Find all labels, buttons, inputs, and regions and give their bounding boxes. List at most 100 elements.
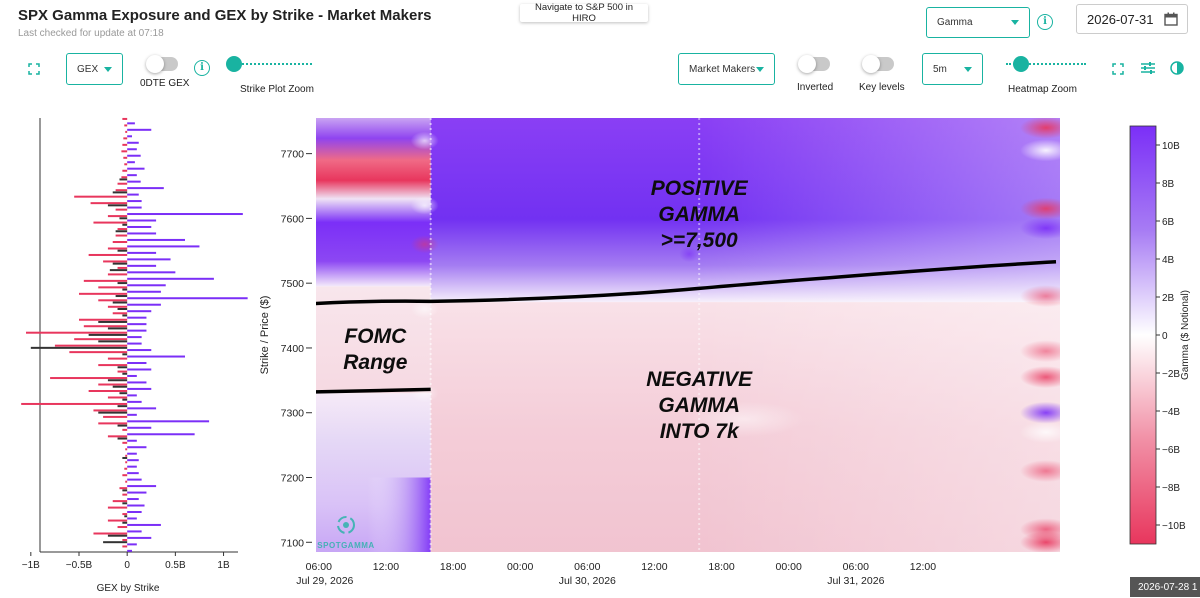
gex-bar [122, 288, 128, 291]
gex-bar [117, 228, 128, 231]
gex-bar [127, 472, 139, 475]
info-icon[interactable]: i [194, 60, 210, 76]
gex-bar [124, 163, 128, 166]
gex-bar [112, 500, 128, 503]
gex-bar [112, 301, 128, 304]
gex-bar [124, 515, 128, 518]
gex-bar [107, 435, 128, 438]
date-picker[interactable]: 2026-07-31 [1076, 4, 1188, 34]
contrast-icon[interactable] [1170, 61, 1184, 75]
gex-bar [122, 398, 128, 401]
heatmap-hotspot [1020, 366, 1060, 389]
heatmap-y-label: Strike / Price ($) [259, 296, 271, 375]
gex-bar [122, 428, 128, 431]
info-icon[interactable]: i [1037, 14, 1053, 30]
interval-select[interactable]: 5m [922, 53, 983, 85]
date-picker-value: 2026-07-31 [1087, 11, 1154, 27]
gex-bar [83, 279, 128, 282]
gex-bar [122, 513, 128, 516]
heatmap-hotspot [410, 235, 439, 254]
gex-bar [127, 193, 139, 196]
gex-bar [127, 368, 152, 371]
gex-bar [127, 387, 152, 390]
gex-select[interactable]: GEX [66, 53, 123, 85]
gex-bar [127, 336, 142, 339]
gex-bar [127, 374, 137, 377]
inverted-toggle[interactable] [798, 55, 830, 73]
heatmap-hotspot [1020, 421, 1060, 444]
gex-bar [127, 498, 139, 501]
bar-chart-x-label: GEX by Strike [97, 583, 160, 594]
gex-bar [74, 338, 128, 341]
gex-bar [127, 206, 142, 209]
gex-bar [93, 532, 128, 535]
participant-select[interactable]: Market Makers [678, 53, 775, 85]
heatmap-zoom-track[interactable] [1006, 63, 1086, 65]
strike-zoom-label: Strike Plot Zoom [240, 84, 314, 95]
colorbar-tick-label: 8B [1162, 179, 1175, 190]
gex-bar [21, 402, 128, 405]
gex-bar [122, 493, 128, 496]
navigate-hiro-button[interactable]: Navigate to S&P 500 in HIRO [520, 2, 648, 24]
gex-bar [127, 485, 157, 488]
gex-bar [127, 232, 157, 235]
gex-bar [127, 342, 142, 345]
gex-bar [112, 385, 128, 388]
gex-bar [115, 189, 128, 192]
heatmap-hotspot [410, 196, 439, 215]
expand-icon[interactable] [28, 63, 40, 75]
gex-bar [117, 182, 128, 185]
gex-bar [127, 420, 210, 423]
heatmap-zoom-knob[interactable] [1013, 56, 1029, 72]
gex-bar [127, 536, 152, 539]
gex-bar [98, 340, 128, 343]
heatmap-annotation: NEGATIVE GAMMA INTO 7k [646, 368, 753, 443]
gex-bar [127, 459, 139, 462]
key-levels-toggle[interactable] [862, 55, 894, 73]
gex-bar [127, 161, 135, 164]
heatmap-x-date-label: Jul 29, 2026 [296, 575, 353, 587]
toggle-knob [146, 55, 164, 73]
sliders-icon[interactable] [1140, 61, 1156, 75]
colorbar-tick-label: 2B [1162, 293, 1175, 304]
heatmap-hotspot [1020, 401, 1060, 424]
strike-zoom-knob[interactable] [226, 56, 242, 72]
gex-bar [88, 253, 128, 256]
gex-bar [122, 456, 128, 459]
toggle-knob [798, 55, 816, 73]
gex-select-value: GEX [77, 63, 99, 75]
gex-bar [98, 422, 128, 425]
gex-bar [127, 180, 141, 183]
metric-select[interactable]: Gamma [926, 7, 1030, 38]
gex-bar [115, 234, 128, 237]
key-levels-label: Key levels [859, 82, 905, 93]
heatmap-hotspot [1020, 217, 1060, 240]
gex-bar [98, 320, 128, 323]
colorbar-tick-label: −4B [1162, 407, 1180, 418]
expand-icon[interactable] [1112, 63, 1124, 75]
heatmap-y-tick-label: 7700 [281, 149, 305, 161]
gex-bar [107, 379, 128, 382]
gex-bar [83, 325, 128, 328]
gex-bar [125, 448, 128, 451]
gex-bar [115, 295, 128, 298]
zero-dte-toggle[interactable] [146, 55, 178, 73]
heatmap-y-tick-label: 7400 [281, 343, 305, 355]
heatmap-x-date-label: Jul 30, 2026 [559, 575, 616, 587]
heatmap-hotspot [683, 401, 804, 438]
gex-bar [88, 389, 128, 392]
heatmap-hotspot [1020, 460, 1060, 483]
gex-bar [127, 510, 142, 513]
colorbar-tick-label: 6B [1162, 217, 1175, 228]
heatmap-hotspot [410, 384, 439, 403]
strike-zoom-track[interactable] [234, 63, 312, 65]
colorbar-tick-label: 0 [1162, 331, 1168, 342]
gamma-heatmap-chart: 7100 7200 7300 7400 7500 7600 7700 06:00 12:00 1… [259, 118, 1060, 587]
gex-bar [127, 277, 214, 280]
gex-bar [127, 446, 147, 449]
gex-bar [107, 215, 128, 218]
gex-bar [117, 282, 128, 285]
heatmap-hotspot [679, 246, 700, 263]
gex-bar [107, 305, 128, 308]
heatmap-y-tick-label: 7300 [281, 408, 305, 420]
